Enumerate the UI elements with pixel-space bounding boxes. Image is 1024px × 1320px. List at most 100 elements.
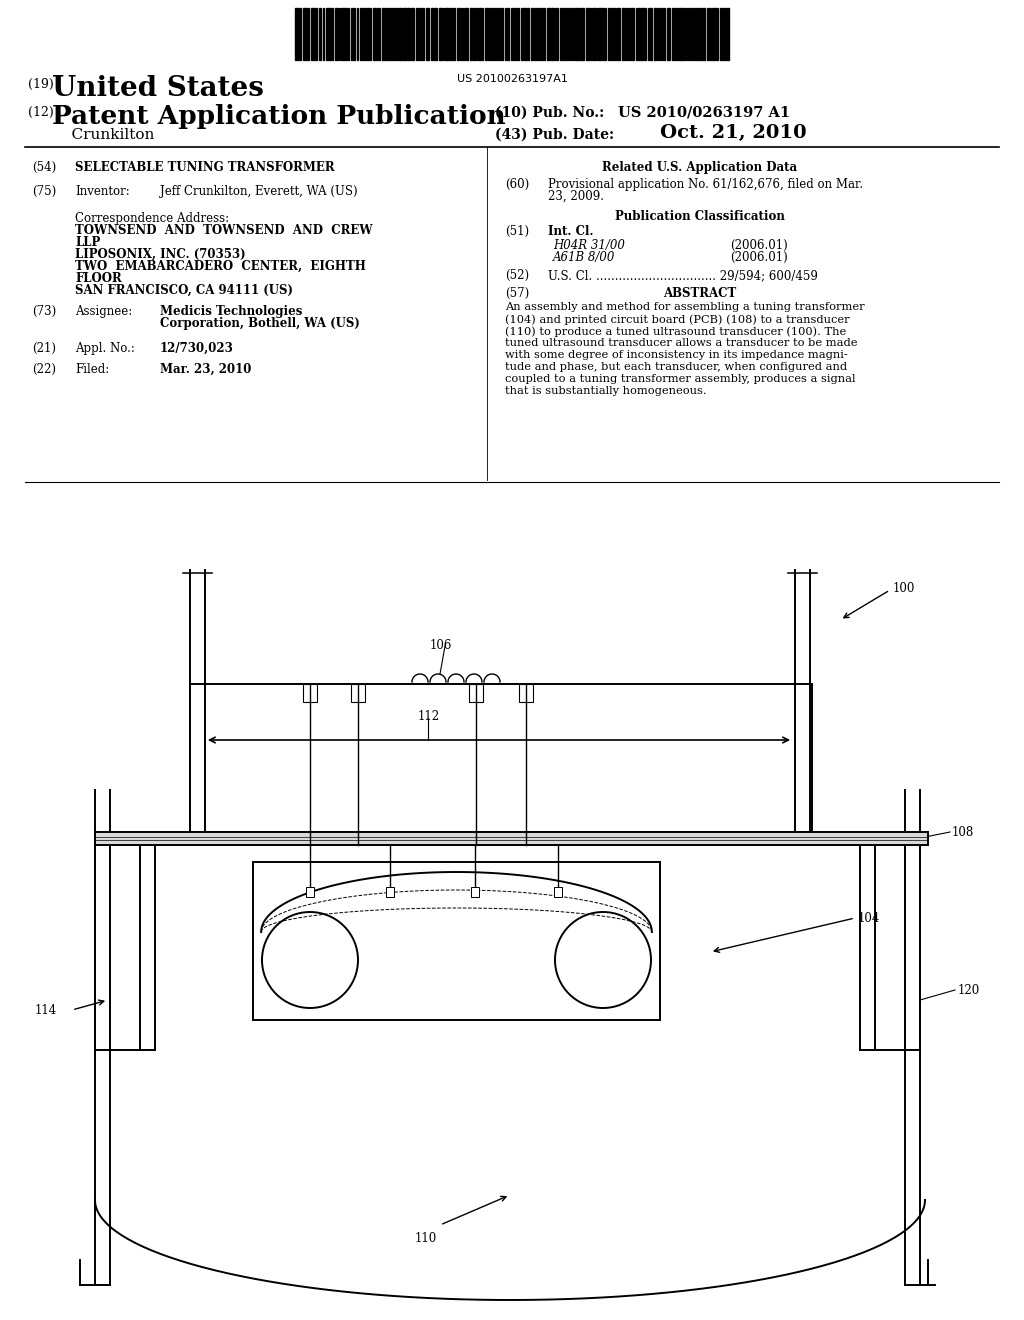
Text: United States: United States xyxy=(52,75,264,102)
Bar xyxy=(466,8,468,59)
Bar xyxy=(517,8,519,59)
Bar xyxy=(306,887,314,898)
Text: (104) and printed circuit board (PCB) (108) to a transducer: (104) and printed circuit board (PCB) (1… xyxy=(505,314,850,325)
Bar xyxy=(602,8,604,59)
Text: (2006.01): (2006.01) xyxy=(730,251,787,264)
Bar xyxy=(672,8,674,59)
Bar xyxy=(299,8,301,59)
Bar xyxy=(586,8,589,59)
Bar xyxy=(622,8,624,59)
Text: H04R 31/00: H04R 31/00 xyxy=(553,239,625,252)
Text: tuned ultrasound transducer allows a transducer to be made: tuned ultrasound transducer allows a tra… xyxy=(505,338,857,348)
Text: 112: 112 xyxy=(418,710,440,723)
Bar xyxy=(713,8,715,59)
Bar xyxy=(471,887,479,898)
Bar xyxy=(488,8,490,59)
Bar xyxy=(395,8,398,59)
Bar xyxy=(507,8,509,59)
Text: (52): (52) xyxy=(505,269,529,282)
Bar xyxy=(434,8,437,59)
Bar xyxy=(328,8,331,59)
Bar xyxy=(700,8,702,59)
Bar xyxy=(527,8,529,59)
Bar xyxy=(716,8,718,59)
Bar xyxy=(644,8,646,59)
Bar xyxy=(95,832,928,845)
Text: FLOOR: FLOOR xyxy=(75,272,122,285)
Bar xyxy=(572,8,574,59)
Text: (73): (73) xyxy=(32,305,56,318)
Text: 23, 2009.: 23, 2009. xyxy=(548,190,604,203)
Bar xyxy=(579,8,581,59)
Bar xyxy=(386,887,394,898)
Bar xyxy=(295,8,298,59)
Bar xyxy=(392,8,394,59)
Text: Filed:: Filed: xyxy=(75,363,110,376)
Bar xyxy=(315,8,317,59)
Bar xyxy=(498,8,500,59)
Text: Int. Cl.: Int. Cl. xyxy=(548,224,594,238)
Bar xyxy=(307,8,309,59)
Text: that is substantially homogeneous.: that is substantially homogeneous. xyxy=(505,385,707,396)
Text: (43) Pub. Date:: (43) Pub. Date: xyxy=(495,128,614,143)
Bar xyxy=(538,8,540,59)
Bar xyxy=(547,8,550,59)
Bar xyxy=(703,8,705,59)
Text: 12/730,023: 12/730,023 xyxy=(160,342,233,355)
Text: Correspondence Address:: Correspondence Address: xyxy=(75,213,229,224)
Bar xyxy=(473,8,475,59)
Text: (22): (22) xyxy=(32,363,56,376)
Bar xyxy=(514,8,516,59)
Bar xyxy=(693,8,695,59)
Bar xyxy=(562,8,564,59)
Bar xyxy=(382,8,384,59)
Text: (21): (21) xyxy=(32,342,56,355)
Text: coupled to a tuning transformer assembly, produces a signal: coupled to a tuning transformer assembly… xyxy=(505,374,855,384)
Text: Corporation, Bothell, WA (US): Corporation, Bothell, WA (US) xyxy=(160,317,359,330)
Bar xyxy=(534,8,537,59)
Bar xyxy=(351,684,365,702)
Bar xyxy=(452,8,455,59)
Text: 114: 114 xyxy=(35,1005,57,1016)
Bar xyxy=(407,8,410,59)
Bar xyxy=(501,8,503,59)
Text: Crunkilton: Crunkilton xyxy=(52,128,155,143)
Text: TWO  EMABARCADERO  CENTER,  EIGHTH: TWO EMABARCADERO CENTER, EIGHTH xyxy=(75,260,366,273)
Text: US 2010/0263197 A1: US 2010/0263197 A1 xyxy=(618,106,791,120)
Text: LIPOSONIX, INC. (70353): LIPOSONIX, INC. (70353) xyxy=(75,248,246,261)
Bar xyxy=(422,8,424,59)
Bar xyxy=(511,8,513,59)
Bar xyxy=(373,8,376,59)
Bar xyxy=(657,8,659,59)
Text: SAN FRANCISCO, CA 94111 (US): SAN FRANCISCO, CA 94111 (US) xyxy=(75,284,293,297)
Bar xyxy=(190,684,812,832)
Bar xyxy=(641,8,643,59)
Bar xyxy=(582,8,584,59)
Bar xyxy=(419,8,421,59)
Bar xyxy=(485,8,487,59)
Text: (60): (60) xyxy=(505,178,529,191)
Text: Mar. 23, 2010: Mar. 23, 2010 xyxy=(160,363,251,376)
Text: 106: 106 xyxy=(430,639,453,652)
Bar xyxy=(638,8,640,59)
Text: Provisional application No. 61/162,676, filed on Mar.: Provisional application No. 61/162,676, … xyxy=(548,178,863,191)
Text: Jeff Crunkilton, Everett, WA (US): Jeff Crunkilton, Everett, WA (US) xyxy=(160,185,357,198)
Bar xyxy=(311,8,314,59)
Bar xyxy=(524,8,526,59)
Text: An assembly and method for assembling a tuning transformer: An assembly and method for assembling a … xyxy=(505,302,864,312)
Text: 100: 100 xyxy=(893,582,915,595)
Text: TOWNSEND  AND  TOWNSEND  AND  CREW: TOWNSEND AND TOWNSEND AND CREW xyxy=(75,224,373,238)
Bar xyxy=(625,8,627,59)
Bar xyxy=(675,8,678,59)
Bar xyxy=(431,8,433,59)
Text: 120: 120 xyxy=(958,983,980,997)
Text: (19): (19) xyxy=(28,78,53,91)
Bar xyxy=(469,684,483,702)
Text: (57): (57) xyxy=(505,286,529,300)
Text: Oct. 21, 2010: Oct. 21, 2010 xyxy=(660,124,807,143)
Bar xyxy=(367,8,369,59)
Text: (12): (12) xyxy=(28,106,53,119)
Text: A61B 8/00: A61B 8/00 xyxy=(553,251,615,264)
Text: (110) to produce a tuned ultrasound transducer (100). The: (110) to produce a tuned ultrasound tran… xyxy=(505,326,846,337)
Bar xyxy=(385,8,387,59)
